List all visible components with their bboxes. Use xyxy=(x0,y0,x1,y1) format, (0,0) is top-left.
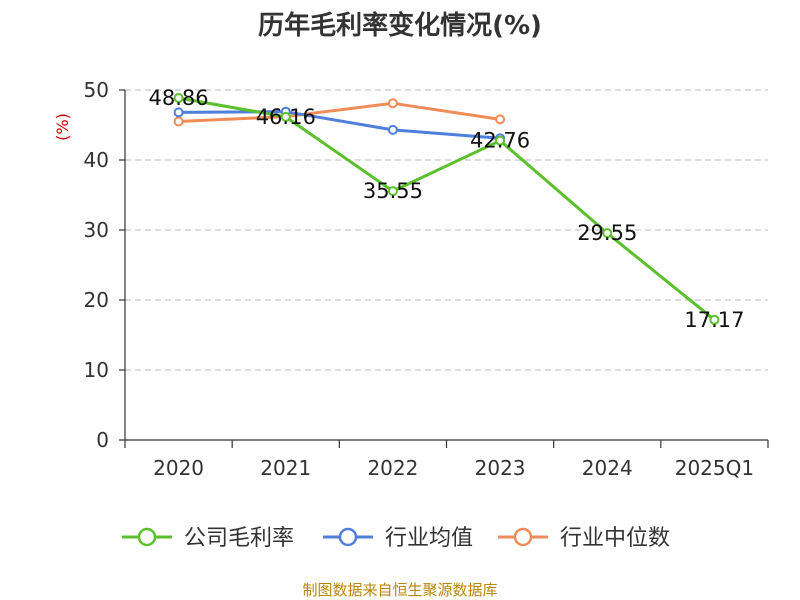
y-tick-label: 50 xyxy=(84,78,109,102)
data-point xyxy=(387,124,398,135)
x-tick-label: 2020 xyxy=(153,456,204,480)
legend-item: 行业均值 xyxy=(323,526,473,551)
legend: 公司毛利率 行业均值 行业中位数 xyxy=(122,526,670,551)
x-tick-label: 2022 xyxy=(367,456,418,480)
x-tick-label: 2021 xyxy=(260,456,311,480)
data-point xyxy=(173,92,184,103)
x-tick-label: 2025Q1 xyxy=(675,456,754,480)
legend-marker xyxy=(137,527,157,547)
data-labels: 48.86 46.16 35.55 42.76 29.55 17.17 xyxy=(149,86,745,332)
y-tick-label: 10 xyxy=(84,358,109,382)
legend-label: 行业中位数 xyxy=(560,526,670,551)
legend-item: 公司毛利率 xyxy=(122,526,294,551)
data-point xyxy=(387,98,398,109)
data-point xyxy=(280,111,291,122)
data-point xyxy=(495,135,506,146)
x-tick-label: 2023 xyxy=(475,456,526,480)
data-point xyxy=(387,186,398,197)
data-label: 17.17 xyxy=(684,308,744,332)
series-line-2 xyxy=(178,101,501,123)
data-point xyxy=(602,228,613,239)
series-line-0 xyxy=(178,96,716,321)
data-point xyxy=(709,314,720,325)
y-axis-label: (%) xyxy=(53,113,72,141)
axes: 0 10 20 30 40 50 2020 2021 2022 2023 2024 2025Q1 xyxy=(84,78,769,480)
legend-label: 公司毛利率 xyxy=(184,526,294,551)
source-note: 制图数据来自恒生聚源数据库 xyxy=(302,581,497,599)
data-label: 48.86 xyxy=(149,86,209,110)
chart-title: 历年毛利率变化情况(%) xyxy=(258,10,542,41)
y-tick-label: 20 xyxy=(84,288,109,312)
data-label: 29.55 xyxy=(577,221,637,245)
data-point xyxy=(495,114,506,125)
data-point xyxy=(173,107,184,118)
y-tick-label: 40 xyxy=(84,148,109,172)
legend-item: 行业中位数 xyxy=(498,526,670,551)
data-label: 35.55 xyxy=(363,179,423,203)
y-tick-label: 0 xyxy=(96,428,109,452)
legend-marker xyxy=(513,527,533,547)
legend-label: 行业均值 xyxy=(385,526,473,551)
grid-lines xyxy=(125,89,768,371)
data-label: 42.76 xyxy=(470,129,530,153)
x-tick-label: 2024 xyxy=(582,456,633,480)
series-group xyxy=(173,92,720,325)
series-line-1 xyxy=(178,110,501,140)
legend-marker xyxy=(338,527,358,547)
data-label: 46.16 xyxy=(256,105,316,129)
y-tick-label: 30 xyxy=(84,218,109,242)
data-point xyxy=(173,116,184,127)
